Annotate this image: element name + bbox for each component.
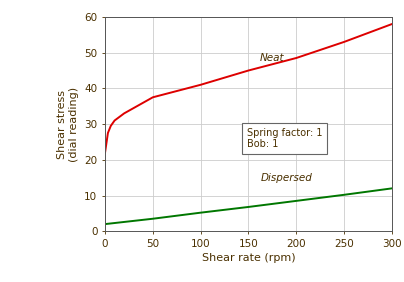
X-axis label: Shear rate (rpm): Shear rate (rpm) — [202, 253, 295, 263]
Text: Neat: Neat — [260, 53, 284, 63]
Y-axis label: Shear stress
(dial reading): Shear stress (dial reading) — [57, 87, 79, 162]
Text: Spring factor: 1
Bob: 1: Spring factor: 1 Bob: 1 — [246, 127, 322, 149]
Text: Dispersed: Dispersed — [261, 173, 313, 183]
